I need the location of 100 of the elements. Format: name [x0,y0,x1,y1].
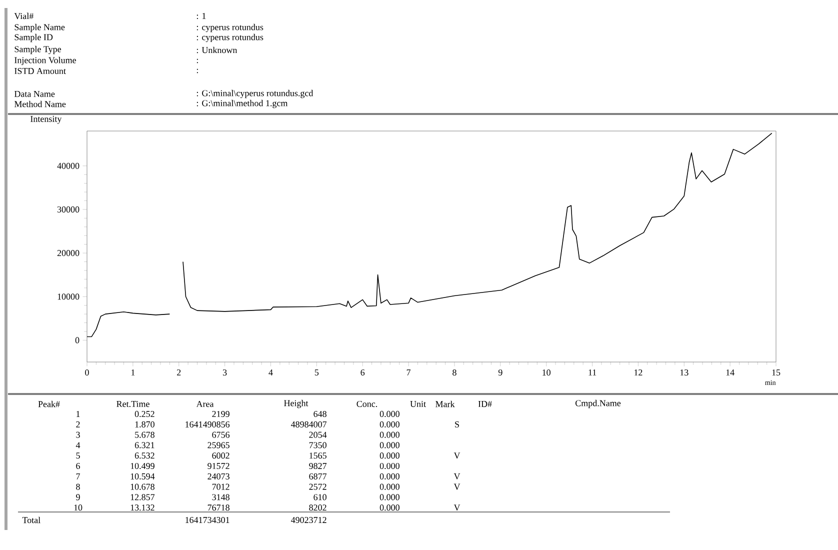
text: : G:\minal\method 1.gcm [196,100,288,108]
text: Sample ID [14,34,53,42]
text: S [455,421,459,428]
text: 6.321 [134,442,154,448]
text: 24073 [208,473,230,480]
text: 9827 [309,462,327,470]
text: Mark [436,400,455,408]
x-tick-label: 6 [360,369,365,376]
text: 0.252 [134,410,154,418]
text: 1641490856 [186,421,230,428]
x-tick-label: 1 [131,369,135,376]
x-tick-label: 11 [588,369,596,376]
text: 91572 [208,462,230,470]
text: : [196,68,198,74]
text: 2054 [309,432,327,438]
text: 10 [74,504,82,511]
text: 1565 [310,452,326,459]
text: 10.678 [130,484,154,490]
x-tick-label: 4 [268,369,273,376]
y-axis-title: Intensity [30,116,62,124]
text: 1641734301 [186,516,230,524]
text: 8 [76,484,80,490]
y-tick-label: 40000 [57,162,80,169]
y-tick-label: 0 [75,337,80,344]
text: 3148 [212,494,230,500]
text: 0.000 [380,504,400,511]
text: 8202 [309,504,326,511]
text: 3 [76,432,80,438]
x-tick-label: 13 [680,369,688,376]
text: : Unknown [196,46,238,54]
text: Data Name [14,91,55,97]
text: 0.000 [380,421,400,428]
text: 6756 [212,432,230,438]
text: Method Name [14,100,66,108]
text: : cyperus rotundus [196,24,264,32]
text: Area [196,400,214,408]
x-tick-label: 5 [314,369,319,376]
text: 12.857 [130,494,155,500]
text: 6877 [309,473,327,480]
text: 7350 [309,442,326,448]
x-tick-label: 10 [542,369,550,376]
text: 2 [76,421,80,428]
text: 7 [76,473,80,480]
text: 6.532 [134,452,154,459]
x-tick-label: 0 [85,369,89,376]
text: 648 [314,410,326,418]
text: ID# [478,401,492,407]
text: 10.499 [130,462,154,470]
text: ISTD Amount [14,68,66,74]
text: 610 [314,494,326,500]
text: 5.678 [135,432,154,438]
text: Sample Type [14,46,62,54]
x-tick-label: 14 [726,369,734,376]
y-tick-label: 10000 [58,294,80,300]
text: 9 [76,494,80,500]
text: 25965 [208,442,230,448]
text: Cmpd.Name [576,400,621,408]
text: 6002 [212,452,230,459]
text: : 1 [196,12,206,20]
text: V [454,504,460,511]
text: : [196,58,198,64]
text: Unit [410,400,426,408]
x-tick-label: 9 [498,369,502,376]
text: Ret.Time [116,400,150,408]
x-tick-label: 2 [177,369,181,376]
text: 6 [76,462,80,470]
text: 5 [76,452,80,459]
text: 1 [76,411,80,417]
text: 0.000 [380,432,400,438]
text: 2572 [309,484,326,490]
text: 76718 [208,504,230,511]
x-tick-label: 12 [634,369,642,376]
text: V [454,473,460,480]
text: 7012 [212,484,230,490]
y-tick-label: 30000 [57,206,80,212]
x-tick-label: 8 [452,369,456,376]
text: 0.000 [380,452,400,459]
y-tick-label: 20000 [57,250,80,256]
text: Conc. [356,400,378,408]
text: Peak# [38,400,60,408]
text: 0.000 [380,410,400,418]
text: 0.000 [380,484,400,490]
text: V [454,452,460,459]
x-tick-label: 15 [772,369,780,376]
text: V [454,484,460,490]
text: 0.000 [380,442,400,448]
text: Vial# [14,12,34,20]
text: Total [22,516,40,524]
text: 0.000 [380,473,400,480]
text: 0.000 [380,494,400,500]
text: 13.132 [130,504,154,511]
x-tick-label: 7 [406,369,411,376]
text: 48984007 [290,421,327,428]
text: 49023712 [290,516,326,524]
text: Height [284,400,308,408]
text: 4 [76,442,80,448]
text: : G:\minal\cyperus rotundus.gcd [196,90,314,98]
text: Injection Volume [14,56,76,66]
text: 0.000 [380,462,400,470]
text: : cyperus rotundus [196,34,264,42]
